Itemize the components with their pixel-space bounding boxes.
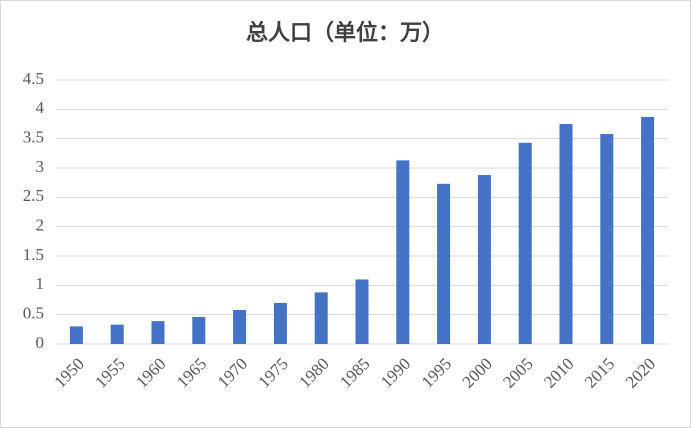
bar xyxy=(233,309,247,344)
bar xyxy=(314,292,328,344)
chart-title: 总人口（单位：万） xyxy=(246,20,444,45)
bar xyxy=(641,116,655,345)
bar xyxy=(110,324,124,344)
bar xyxy=(69,326,83,344)
y-tick-label: 0 xyxy=(36,333,45,352)
y-tick-label: 4.5 xyxy=(23,69,44,88)
y-tick-label: 2 xyxy=(36,216,45,235)
y-tick-label: 2.5 xyxy=(23,186,44,205)
y-tick-label: 4 xyxy=(36,98,45,117)
bar xyxy=(151,321,165,344)
y-tick-label: 0.5 xyxy=(23,304,44,323)
y-tick-label: 3 xyxy=(36,157,45,176)
bar xyxy=(192,317,206,344)
y-tick-label: 1 xyxy=(36,274,45,293)
bar xyxy=(437,183,451,344)
bar xyxy=(600,133,614,344)
bar xyxy=(477,175,491,344)
bar xyxy=(355,279,369,344)
bar xyxy=(518,142,532,344)
bar xyxy=(559,124,573,344)
bar xyxy=(273,302,287,344)
bar xyxy=(396,160,410,344)
y-tick-label: 3.5 xyxy=(23,128,44,147)
y-tick-label: 1.5 xyxy=(23,245,44,264)
